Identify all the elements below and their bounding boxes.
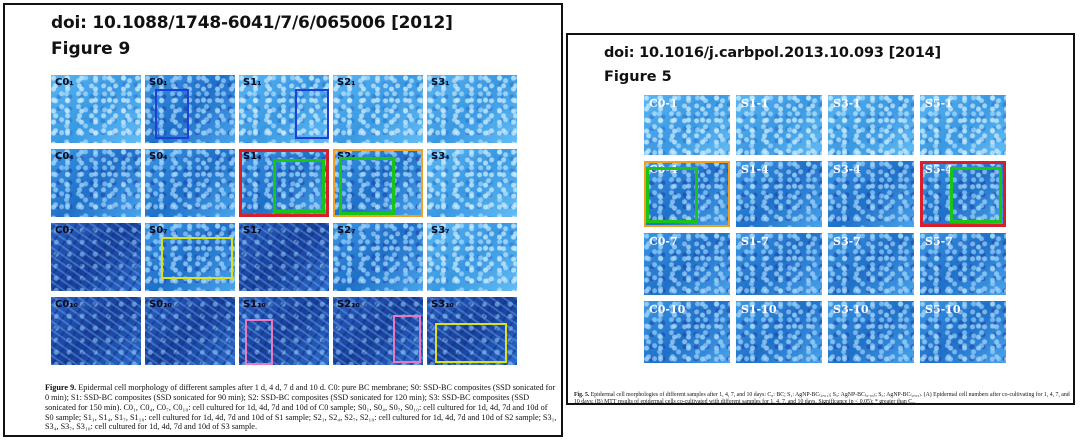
left-tile-r3c1: C0₇ bbox=[51, 223, 141, 291]
left-tile-r1c4: S2₁ bbox=[333, 75, 423, 143]
tile-label: S3-10 bbox=[833, 303, 869, 316]
right-tile-r1c1: C0-1 bbox=[644, 95, 730, 155]
tile-label: S0₇ bbox=[149, 225, 168, 236]
tile-label: C0-10 bbox=[649, 303, 686, 316]
blue-highlight-box bbox=[295, 89, 329, 139]
right-tile-r3c2: S1-7 bbox=[736, 233, 822, 295]
caption-body: Epidermal cell morphology of different s… bbox=[45, 383, 557, 432]
left-tile-r2c1: C0₄ bbox=[51, 149, 141, 217]
left-tile-r1c2: S0₁ bbox=[145, 75, 235, 143]
right-tile-r2c3: S3-4 bbox=[828, 161, 914, 227]
tile-label: S3-4 bbox=[833, 163, 861, 176]
right-tile-r2c2: S1-4 bbox=[736, 161, 822, 227]
tile-label: S1₁₀ bbox=[243, 299, 266, 310]
left-tile-r2c2: S0₄ bbox=[145, 149, 235, 217]
tile-label: S2₁₀ bbox=[337, 299, 360, 310]
caption-title: Fig. 5. bbox=[574, 392, 590, 398]
tile-label: S3₁₀ bbox=[431, 299, 454, 310]
left-tile-r3c4: S2₇ bbox=[333, 223, 423, 291]
tile-label: C0-1 bbox=[649, 97, 678, 110]
right-tile-r2c1: C0-4 bbox=[644, 161, 730, 227]
left-tile-r4c3: S1₁₀ bbox=[239, 297, 329, 365]
tile-label: S0₁ bbox=[149, 77, 168, 88]
green-highlight-box bbox=[950, 167, 1002, 223]
caption-title: Figure 9. bbox=[45, 383, 77, 392]
right-figure-caption: Fig. 5. Epidermal cell morphologies of d… bbox=[574, 392, 1070, 405]
left-figure-label: Figure 9 bbox=[51, 39, 131, 59]
right-tile-r3c1: C0-7 bbox=[644, 233, 730, 295]
tile-label: S1₇ bbox=[243, 225, 262, 236]
tile-label: C0₄ bbox=[55, 151, 74, 162]
tile-label: S3₁ bbox=[431, 77, 450, 88]
tile-label: S1₁ bbox=[243, 77, 262, 88]
tile-label: C0₇ bbox=[55, 225, 74, 236]
right-image-grid: C0-1 S1-1 S3-1 S5-1 C0-4 S1-4 S3-4 S5-4 … bbox=[644, 95, 1012, 367]
green-highlight-box bbox=[646, 167, 698, 223]
left-image-grid: C0₁ S0₁ S1₁ S2₁ S3₁ C0₄ S0₄ S1₄ S2₄ S3₄ … bbox=[51, 75, 519, 367]
left-tile-r4c2: S0₁₀ bbox=[145, 297, 235, 365]
tile-label: S2₁ bbox=[337, 77, 356, 88]
tile-label: C0-7 bbox=[649, 235, 678, 248]
pink-highlight-box bbox=[393, 315, 421, 363]
tile-label: S5-7 bbox=[925, 235, 953, 248]
tile-label: S1-10 bbox=[741, 303, 777, 316]
left-tile-r4c4: S2₁₀ bbox=[333, 297, 423, 365]
left-tile-r4c5: S3₁₀ bbox=[427, 297, 517, 365]
orange-highlight-box bbox=[644, 161, 730, 227]
right-tile-r2c4: S5-4 bbox=[920, 161, 1006, 227]
red-highlight-box bbox=[920, 161, 1006, 227]
left-tile-r3c2: S0₇ bbox=[145, 223, 235, 291]
green-highlight-box bbox=[273, 159, 325, 213]
left-tile-r1c5: S3₁ bbox=[427, 75, 517, 143]
yellow-highlight-box bbox=[161, 237, 233, 279]
left-tile-r1c1: C0₁ bbox=[51, 75, 141, 143]
yellow-highlight-box bbox=[435, 323, 507, 363]
left-tile-r3c3: S1₇ bbox=[239, 223, 329, 291]
tile-label: S1-7 bbox=[741, 235, 769, 248]
tile-label: S5-1 bbox=[925, 97, 953, 110]
left-tile-r1c3: S1₁ bbox=[239, 75, 329, 143]
left-tile-r3c5: S3₇ bbox=[427, 223, 517, 291]
left-figure-panel: doi: 10.1088/1748-6041/7/6/065006 [2012]… bbox=[3, 3, 563, 437]
tile-label: S0₄ bbox=[149, 151, 168, 162]
tile-label: S1₄ bbox=[243, 151, 262, 162]
blue-highlight-box bbox=[155, 89, 189, 139]
tile-label: S3-7 bbox=[833, 235, 861, 248]
tile-label: S5-10 bbox=[925, 303, 961, 316]
right-figure-panel: doi: 10.1016/j.carbpol.2013.10.093 [2014… bbox=[566, 33, 1075, 405]
tile-label: C0₁ bbox=[55, 77, 74, 88]
right-tile-r4c2: S1-10 bbox=[736, 301, 822, 363]
right-tile-r3c3: S3-7 bbox=[828, 233, 914, 295]
green-highlight-box bbox=[339, 157, 395, 215]
tile-label: S1-4 bbox=[741, 163, 769, 176]
left-tile-r4c1: C0₁₀ bbox=[51, 297, 141, 365]
tile-label: C0₁₀ bbox=[55, 299, 79, 310]
right-tile-r1c3: S3-1 bbox=[828, 95, 914, 155]
right-doi: doi: 10.1016/j.carbpol.2013.10.093 [2014… bbox=[604, 45, 941, 61]
right-tile-r1c2: S1-1 bbox=[736, 95, 822, 155]
right-tile-r4c3: S3-10 bbox=[828, 301, 914, 363]
right-tile-r3c4: S5-7 bbox=[920, 233, 1006, 295]
right-figure-label: Figure 5 bbox=[604, 69, 672, 85]
orange-highlight-box bbox=[333, 149, 423, 217]
tile-label: S2₇ bbox=[337, 225, 356, 236]
tile-label: S1-1 bbox=[741, 97, 769, 110]
left-doi: doi: 10.1088/1748-6041/7/6/065006 [2012] bbox=[51, 13, 453, 33]
pink-highlight-box bbox=[245, 319, 273, 365]
left-tile-r2c5: S3₄ bbox=[427, 149, 517, 217]
tile-label: S3₇ bbox=[431, 225, 450, 236]
tile-label: S3₄ bbox=[431, 151, 450, 162]
right-tile-r4c1: C0-10 bbox=[644, 301, 730, 363]
left-figure-caption: Figure 9. Epidermal cell morphology of d… bbox=[45, 383, 557, 432]
left-tile-r2c4: S2₄ bbox=[333, 149, 423, 217]
red-highlight-box bbox=[239, 149, 329, 217]
tile-label: S2₄ bbox=[337, 151, 356, 162]
tile-label: S0₁₀ bbox=[149, 299, 172, 310]
tile-label: S5-4 bbox=[925, 163, 953, 176]
right-tile-r4c4: S5-10 bbox=[920, 301, 1006, 363]
right-tile-r1c4: S5-1 bbox=[920, 95, 1006, 155]
caption-body: Epidermal cell morphologies of different… bbox=[574, 392, 1070, 405]
tile-label: S3-1 bbox=[833, 97, 861, 110]
